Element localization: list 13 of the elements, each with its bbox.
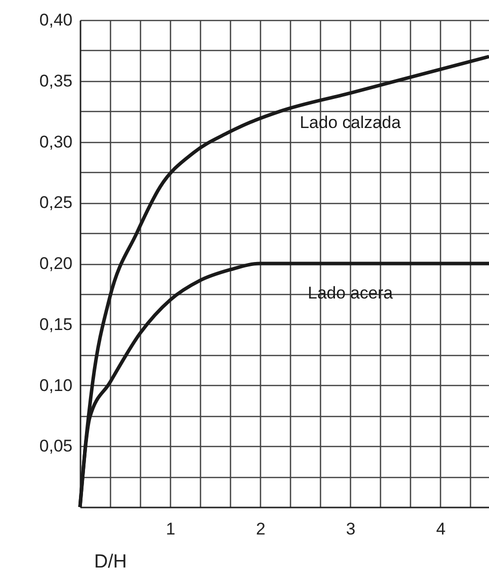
y-tick-label: 0,40 [39,10,72,30]
x-tick-label: 4 [436,520,446,538]
y-tick-label: 0,30 [39,132,72,152]
x-axis-title: D/H [94,552,127,572]
y-tick-label: 0,35 [39,71,72,90]
y-tick-label: 0,15 [39,314,72,334]
y-tick-label: 0,10 [39,376,72,395]
x-tick-label: 1 [166,520,176,538]
y-tick-label: 0,05 [39,436,72,456]
x-tick-label: 3 [346,520,356,538]
y-tick-label: 0,20 [39,254,72,273]
x-tick-label: 2 [256,520,266,538]
y-tick-label: 0,25 [39,193,72,212]
